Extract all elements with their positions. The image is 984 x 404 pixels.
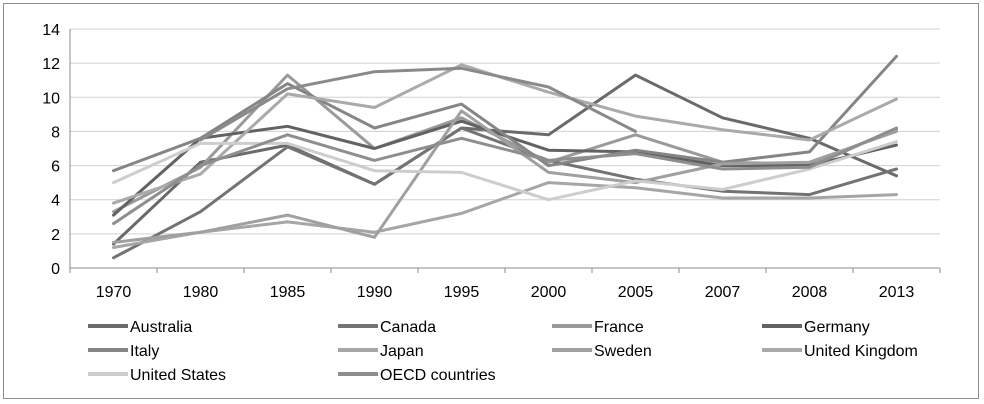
x-tick-label: 2005 (618, 284, 654, 301)
legend-label-canada: Canada (380, 319, 436, 336)
legend-label-australia: Australia (130, 319, 192, 336)
legend-label-united-states: United States (130, 367, 226, 384)
y-tick-label: 10 (42, 90, 60, 107)
x-tick-label: 1985 (270, 284, 306, 301)
series-line-united-states (112, 140, 898, 202)
y-tick-label: 4 (51, 193, 60, 210)
x-tick-label: 1970 (96, 284, 132, 301)
series-line-australia (112, 73, 898, 246)
legend: Australia Canada France Germany Italy Japan Sw… (88, 319, 918, 384)
series-lines (112, 54, 898, 260)
y-tick-label: 14 (42, 22, 60, 39)
legend-label-germany: Germany (804, 319, 870, 336)
y-tick-label: 8 (51, 124, 60, 141)
x-tick-label: 2008 (792, 284, 828, 301)
y-tick-label: 2 (51, 227, 60, 244)
series-line-italy (112, 54, 898, 173)
legend-label-japan: Japan (380, 343, 424, 360)
series-line-canada (112, 126, 898, 260)
y-tick-label: 6 (51, 159, 60, 176)
x-tick-label: 2000 (531, 284, 567, 301)
y-tick-label: 0 (51, 261, 60, 278)
series-line-japan (112, 181, 898, 249)
x-tick-label: 2013 (879, 284, 915, 301)
y-axis: 0 2 4 6 8 10 12 14 (42, 22, 71, 278)
x-tick-label: 1980 (183, 284, 219, 301)
x-axis: 1970 1980 1985 1990 1995 2000 2005 2007 2008 2013 (69, 267, 941, 301)
legend-label-italy: Italy (130, 343, 159, 360)
legend-label-sweden: Sweden (594, 343, 652, 360)
y-tick-label: 12 (42, 56, 60, 73)
x-tick-label: 1990 (357, 284, 393, 301)
series-line-unlabeled (199, 66, 637, 142)
chart-frame (3, 3, 979, 399)
series-line-sweden (112, 109, 898, 244)
series-line-oecd-countries (112, 126, 898, 226)
x-tick-label: 1995 (444, 284, 480, 301)
x-tick-label: 2007 (705, 284, 741, 301)
legend-label-united-kingdom: United Kingdom (804, 343, 918, 360)
legend-label-france: France (594, 319, 644, 336)
legend-label-oecd-countries: OECD countries (380, 367, 496, 384)
